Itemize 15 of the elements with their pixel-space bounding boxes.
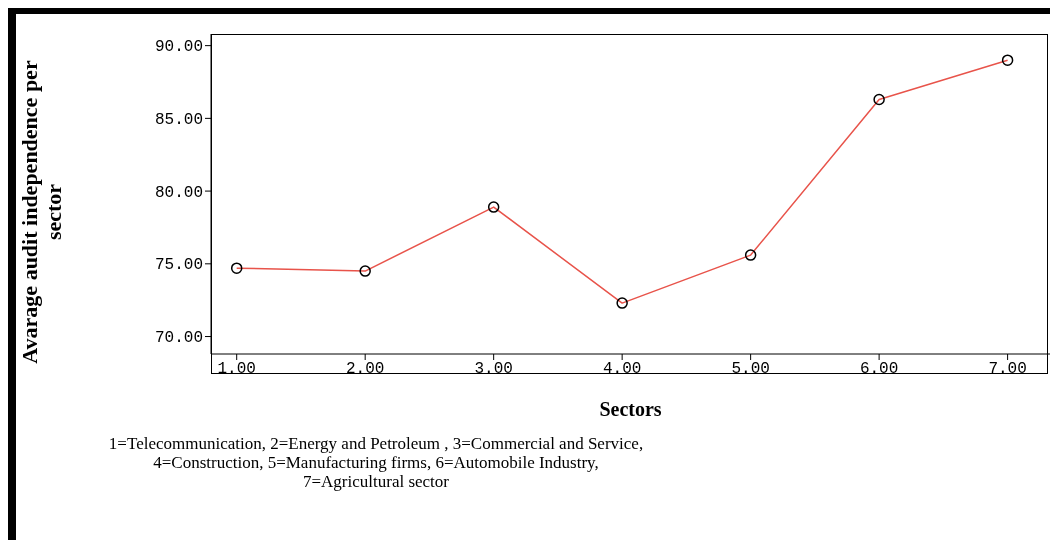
x-tick-label: 1.00 <box>217 360 256 379</box>
y-tick-label: 70.00 <box>154 329 203 348</box>
y-axis-title: Avarage audit independence per sector <box>17 59 66 366</box>
text: 1=Telecommunication, 2=Energy and Petroleum , 3=Commercial and Service, 4=Construction, 5=Manufacturing firms, 6=Automobile Industry, 7=Agricultural sector <box>107 434 645 491</box>
x-tick-label: 3.00 <box>474 360 513 379</box>
x-tick-label: 4.00 <box>602 360 642 379</box>
y-tick-label: 75.00 <box>154 256 203 275</box>
x-tick-label: 6.00 <box>859 360 899 379</box>
x-tick-label: 7.00 <box>988 360 1027 379</box>
x-tick-label: 5.00 <box>731 360 770 379</box>
y-tick-label: 90.00 <box>154 38 203 57</box>
y-tick-label: 80.00 <box>154 183 203 202</box>
x-tick-label: 2.00 <box>345 360 385 379</box>
x-axis-title: Sectors <box>599 398 662 420</box>
y-tick-label: 85.00 <box>154 111 203 130</box>
